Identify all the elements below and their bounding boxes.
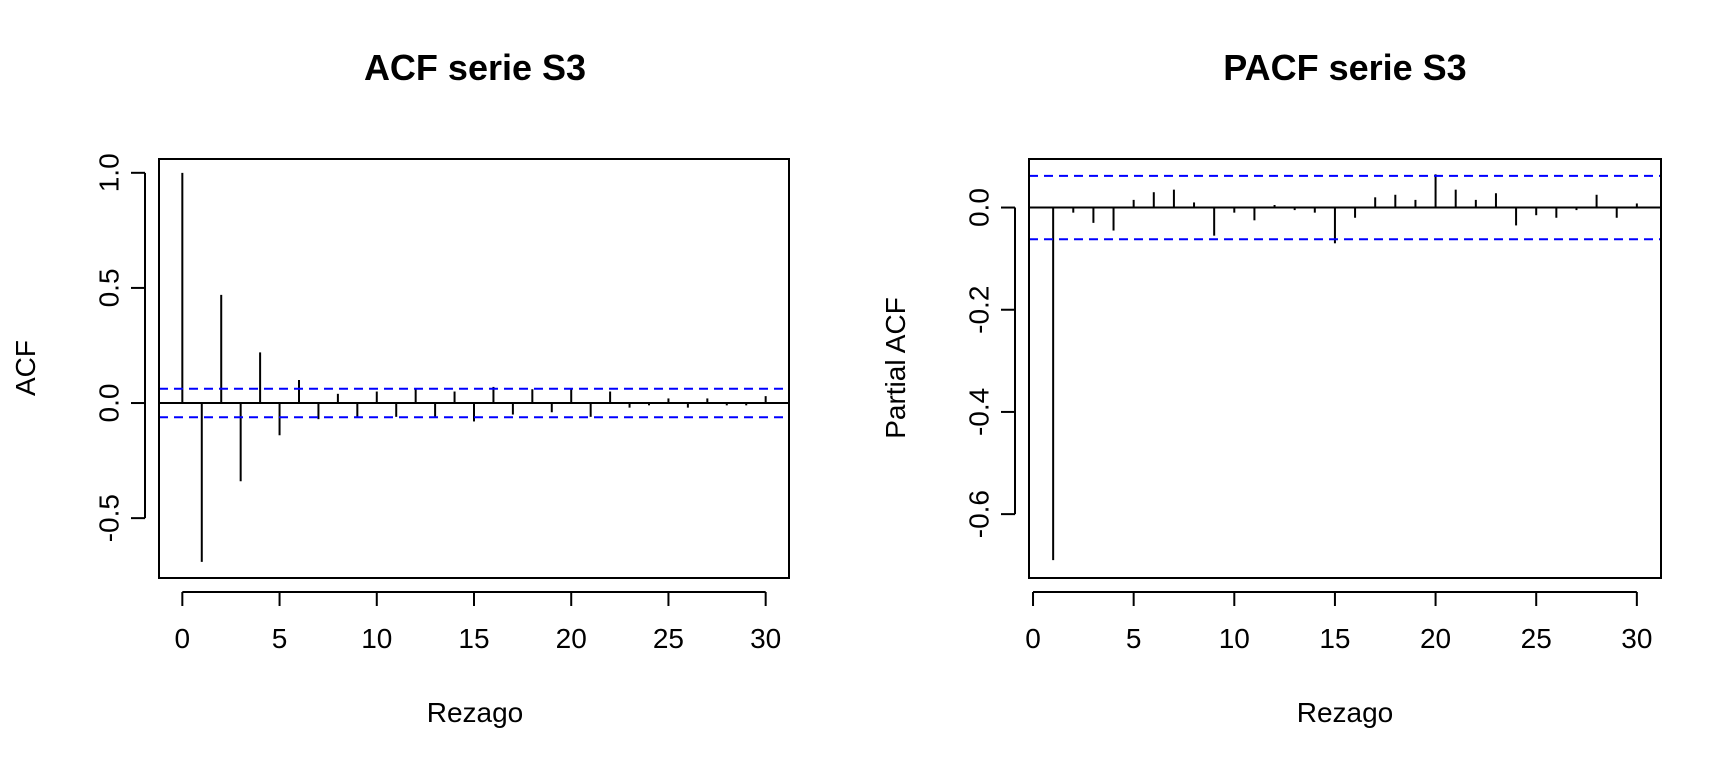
pacf-x-tick-label-30: 30 bbox=[1621, 623, 1652, 654]
acf-x-tick-label-15: 15 bbox=[458, 623, 489, 654]
acf-x-axis-label: Rezago bbox=[427, 697, 524, 728]
pacf-axes: 0 5 10 15 20 25 30 -0.6 -0.4 -0.2 0.0 bbox=[964, 188, 1653, 654]
acf-x-tick-label-5: 5 bbox=[272, 623, 288, 654]
pacf-confidence-bands bbox=[1029, 174, 1661, 241]
pacf-y-tick-label-1: -0.4 bbox=[964, 388, 995, 436]
pacf-x-tick-label-15: 15 bbox=[1319, 623, 1350, 654]
pacf-x-tick-label-5: 5 bbox=[1126, 623, 1142, 654]
acf-bars bbox=[159, 172, 789, 562]
acf-title: ACF serie S3 bbox=[364, 47, 586, 88]
acf-y-tick-label-0: -0.5 bbox=[94, 494, 125, 542]
acf-plot-frame bbox=[158, 158, 790, 579]
pacf-bars bbox=[1029, 174, 1661, 561]
acf-panel: ACF serie S3 Rezago ACF 0 5 10 15 20 25 30 -0.5… bbox=[10, 47, 790, 728]
acf-x-tick-label-10: 10 bbox=[361, 623, 392, 654]
pacf-y-axis-label: Partial ACF bbox=[880, 297, 911, 439]
pacf-x-tick-label-0: 0 bbox=[1025, 623, 1041, 654]
pacf-title: PACF serie S3 bbox=[1223, 47, 1466, 88]
acf-y-tick-label-3: 1.0 bbox=[94, 153, 125, 192]
pacf-x-axis-label: Rezago bbox=[1297, 697, 1394, 728]
pacf-y-tick-label-2: -0.2 bbox=[964, 286, 995, 334]
acf-y-tick-label-2: 0.5 bbox=[94, 268, 125, 307]
acf-y-tick-label-1: 0.0 bbox=[94, 384, 125, 423]
pacf-y-tick-label-0: -0.6 bbox=[964, 490, 995, 538]
acf-x-tick-label-0: 0 bbox=[175, 623, 191, 654]
pacf-x-tick-label-25: 25 bbox=[1521, 623, 1552, 654]
acf-x-tick-label-20: 20 bbox=[556, 623, 587, 654]
pacf-x-tick-label-20: 20 bbox=[1420, 623, 1451, 654]
acf-axes: 0 5 10 15 20 25 30 -0.5 0.0 0.5 1.0 bbox=[94, 153, 782, 654]
acf-y-axis-label: ACF bbox=[10, 340, 41, 396]
acf-x-tick-label-30: 30 bbox=[750, 623, 781, 654]
pacf-panel: PACF serie S3 Rezago Partial ACF 0 5 10 15 2… bbox=[880, 47, 1662, 728]
pacf-plot-frame bbox=[1028, 158, 1662, 579]
pacf-x-tick-label-10: 10 bbox=[1219, 623, 1250, 654]
pacf-y-tick-label-3: 0.0 bbox=[964, 188, 995, 227]
acf-x-tick-label-25: 25 bbox=[653, 623, 684, 654]
acf-confidence-bands bbox=[159, 387, 789, 419]
